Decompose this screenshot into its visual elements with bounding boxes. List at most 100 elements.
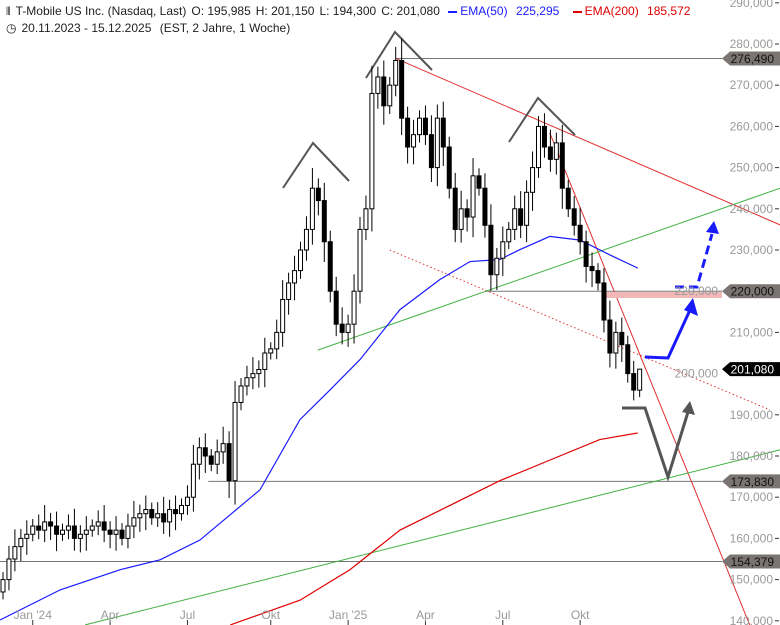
low-value: L: 194,300 [319, 4, 377, 18]
bullish-scenario-arrow [644, 309, 692, 360]
candle-down [589, 265, 595, 272]
arrowhead-icon [684, 298, 698, 316]
candle-up [363, 208, 369, 230]
candle-up [131, 517, 137, 527]
ema50-label: EMA(50) [460, 4, 508, 18]
candle-up [196, 447, 202, 465]
candle-up [613, 331, 619, 354]
candle-down [541, 125, 547, 148]
candle-up [125, 525, 131, 539]
y-tick-label: 210,000 [730, 325, 774, 339]
candle-down [559, 142, 565, 189]
candle-down [381, 76, 387, 107]
candle-up [345, 323, 351, 333]
candle-up [393, 59, 399, 86]
candle-up [411, 134, 417, 148]
y-tick-label: 170,000 [730, 490, 774, 504]
candle-up [280, 298, 286, 333]
price-badge-label: 276,490 [731, 52, 775, 66]
indicator-icon[interactable]: ⫴ [6, 6, 11, 18]
candle-up [95, 521, 101, 527]
price-axis[interactable]: 140,000 150,000 160,000 170,000 180,000 190,0… [675, 0, 779, 625]
clock-icon: ◷ [6, 21, 17, 35]
candle-down [71, 525, 77, 539]
candle-up [524, 191, 530, 226]
red-trendline [395, 57, 780, 226]
candle-up [262, 352, 268, 370]
y-tick-label: 140,000 [730, 614, 774, 625]
y-tick-label: 290,000 [730, 0, 774, 10]
candle-down [54, 525, 60, 535]
candle-down [161, 513, 167, 523]
candle-up [89, 525, 95, 531]
close-value: C: 201,080 [381, 4, 440, 18]
y-tick-label: 250,000 [730, 161, 774, 175]
open-value: O: 195,985 [191, 4, 251, 18]
head-mark [365, 30, 433, 79]
time-axis[interactable]: Jan '24 Apr Jul Okt Jan '25 Apr Jul Okt [14, 608, 591, 625]
high-value: H: 201,150 [255, 4, 315, 18]
candle-up [250, 373, 256, 379]
red-trendline [389, 249, 771, 411]
price-badge-label: 220,000 [731, 285, 775, 299]
arrowhead-icon [706, 221, 719, 234]
candle-up [6, 558, 12, 581]
y-tick-label: 270,000 [730, 78, 774, 92]
candle-down [405, 117, 411, 148]
candle-up [143, 509, 149, 515]
candle-down [619, 331, 625, 346]
candle-up [30, 525, 36, 535]
candle-up [268, 348, 274, 354]
candle-down [452, 187, 458, 230]
candle-down [428, 134, 434, 169]
candle-up [434, 117, 440, 169]
left-shoulder-mark [282, 141, 350, 189]
price-badge [722, 51, 780, 66]
price-badge-label: 154,379 [731, 555, 775, 569]
legend-ema200[interactable]: EMA(200) 185,572 [572, 4, 696, 18]
candle-up [155, 513, 161, 519]
candle-down [208, 455, 214, 465]
candle-down [36, 525, 42, 531]
candle-down [518, 208, 524, 226]
candle-down [321, 200, 327, 243]
candle-up [512, 208, 518, 230]
candle-down [547, 146, 553, 160]
candle-up [238, 385, 244, 403]
arrowhead-icon [682, 401, 695, 415]
candle-up [42, 521, 48, 531]
candle-up [232, 401, 238, 482]
candle-down [48, 521, 54, 527]
candle-down [625, 344, 631, 375]
chart-legend-line2: ◷ 20.11.2023 - 15.12.2025 (EST, 2 Jahre, … [6, 21, 295, 35]
x-tick-label: Okt [261, 608, 280, 622]
instrument-name: T-Mobile US Inc. (Nasdaq, Last) [15, 4, 187, 18]
candle-down [339, 323, 345, 333]
candle-up [369, 92, 375, 210]
candle-down [149, 509, 155, 519]
candle-up [24, 533, 30, 539]
y-tick-label: 150,000 [730, 573, 774, 587]
candle-up [60, 529, 65, 535]
candle-down [601, 282, 607, 321]
candle-up [184, 496, 190, 506]
range-info: (EST, 2 Jahre, 1 Woche) [159, 21, 291, 35]
candle-down [631, 373, 637, 391]
candle-down [476, 175, 482, 189]
legend-ema50[interactable]: EMA(50) 225,295 [448, 4, 564, 18]
candle-down [583, 241, 589, 267]
candle-down [577, 224, 583, 243]
candle-down [173, 509, 179, 515]
candle-up [292, 270, 298, 284]
price-labels: 276,490 220,000 201,080 173,830 154,379 [722, 51, 780, 569]
candle-up [303, 228, 309, 251]
candle-up [470, 175, 476, 218]
candle-up [220, 443, 226, 453]
candle-down [333, 290, 339, 325]
candle-down [327, 241, 333, 292]
date-range: 20.11.2023 - 15.12.2025 [21, 21, 152, 35]
bullish-extension-arrow [675, 233, 714, 289]
candle-down [101, 521, 107, 531]
y-tick-label: 200,000 [675, 367, 719, 381]
